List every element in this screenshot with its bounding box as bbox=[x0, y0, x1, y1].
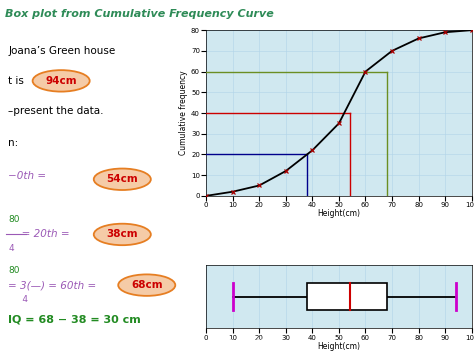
Text: 4: 4 bbox=[8, 244, 14, 253]
Text: −0th =: −0th = bbox=[8, 171, 46, 181]
Text: 68cm: 68cm bbox=[131, 280, 163, 290]
Text: 94cm: 94cm bbox=[46, 76, 77, 86]
Text: n:: n: bbox=[8, 138, 18, 148]
Text: 54cm: 54cm bbox=[107, 174, 138, 184]
Text: t is: t is bbox=[8, 76, 27, 86]
Text: –present the data.: –present the data. bbox=[8, 106, 104, 116]
Text: 80: 80 bbox=[8, 266, 19, 275]
Ellipse shape bbox=[118, 274, 175, 296]
Ellipse shape bbox=[33, 70, 90, 92]
Text: 3: 3 bbox=[456, 339, 460, 345]
Text: = 3(—) = 60th =: = 3(—) = 60th = bbox=[8, 280, 96, 290]
Y-axis label: Cumulative frequency: Cumulative frequency bbox=[179, 71, 188, 155]
Text: Joana’s Green house: Joana’s Green house bbox=[8, 46, 115, 56]
X-axis label: Height(cm): Height(cm) bbox=[318, 209, 360, 218]
Text: J MILLS-DADSON: J MILLS-DADSON bbox=[208, 339, 266, 344]
Bar bbox=[307, 283, 387, 310]
Text: 38cm: 38cm bbox=[107, 229, 138, 239]
Ellipse shape bbox=[94, 169, 151, 190]
Text: — = 20th =: — = 20th = bbox=[8, 229, 70, 239]
Ellipse shape bbox=[94, 224, 151, 245]
Text: 80: 80 bbox=[8, 215, 19, 224]
Text: IQ = 68 − 38 = 30 cm: IQ = 68 − 38 = 30 cm bbox=[8, 315, 141, 324]
X-axis label: Height(cm): Height(cm) bbox=[318, 342, 360, 351]
Text: Box plot from Cumulative Frequency Curve: Box plot from Cumulative Frequency Curve bbox=[5, 9, 273, 19]
Text: 4: 4 bbox=[8, 295, 28, 304]
